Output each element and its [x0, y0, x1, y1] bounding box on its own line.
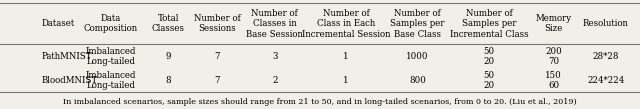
- Text: PathMNIST: PathMNIST: [41, 52, 92, 61]
- Text: Resolution: Resolution: [583, 19, 628, 28]
- Text: 50
20: 50 20: [483, 47, 495, 66]
- Text: 50
20: 50 20: [483, 71, 495, 90]
- Text: 1: 1: [343, 52, 349, 61]
- Text: Number of
Sessions: Number of Sessions: [194, 14, 241, 33]
- Text: 3: 3: [272, 52, 277, 61]
- Text: 7: 7: [214, 76, 220, 85]
- Text: 9: 9: [166, 52, 171, 61]
- Text: BloodMNIST: BloodMNIST: [41, 76, 97, 85]
- Text: Number of
Samples per
Incremental Class: Number of Samples per Incremental Class: [450, 9, 528, 39]
- Text: 200
70: 200 70: [545, 47, 562, 66]
- Text: 1000: 1000: [406, 52, 429, 61]
- Text: Data
Composition: Data Composition: [84, 14, 138, 33]
- Text: Number of
Samples per
Base Class: Number of Samples per Base Class: [390, 9, 445, 39]
- Text: Imbalanced
Long-tailed: Imbalanced Long-tailed: [86, 47, 136, 66]
- Text: 800: 800: [409, 76, 426, 85]
- Text: 7: 7: [214, 52, 220, 61]
- Text: In imbalanced scenarios, sample sizes should range from 21 to 50, and in long-ta: In imbalanced scenarios, sample sizes sh…: [63, 98, 577, 106]
- Text: Dataset: Dataset: [41, 19, 74, 28]
- Text: Memory
Size: Memory Size: [536, 14, 572, 33]
- Text: Number of
Classes in
Base Session: Number of Classes in Base Session: [246, 9, 303, 39]
- Text: Imbalanced
Long-tailed: Imbalanced Long-tailed: [86, 71, 136, 90]
- Text: 224*224: 224*224: [587, 76, 625, 85]
- Text: 28*28: 28*28: [593, 52, 619, 61]
- Text: 2: 2: [272, 76, 278, 85]
- Text: 150
60: 150 60: [545, 71, 562, 90]
- Text: 1: 1: [343, 76, 349, 85]
- Text: Total
Classes: Total Classes: [152, 14, 185, 33]
- Text: 8: 8: [166, 76, 172, 85]
- Text: Number of
Class in Each
Incremental Session: Number of Class in Each Incremental Sess…: [302, 9, 390, 39]
